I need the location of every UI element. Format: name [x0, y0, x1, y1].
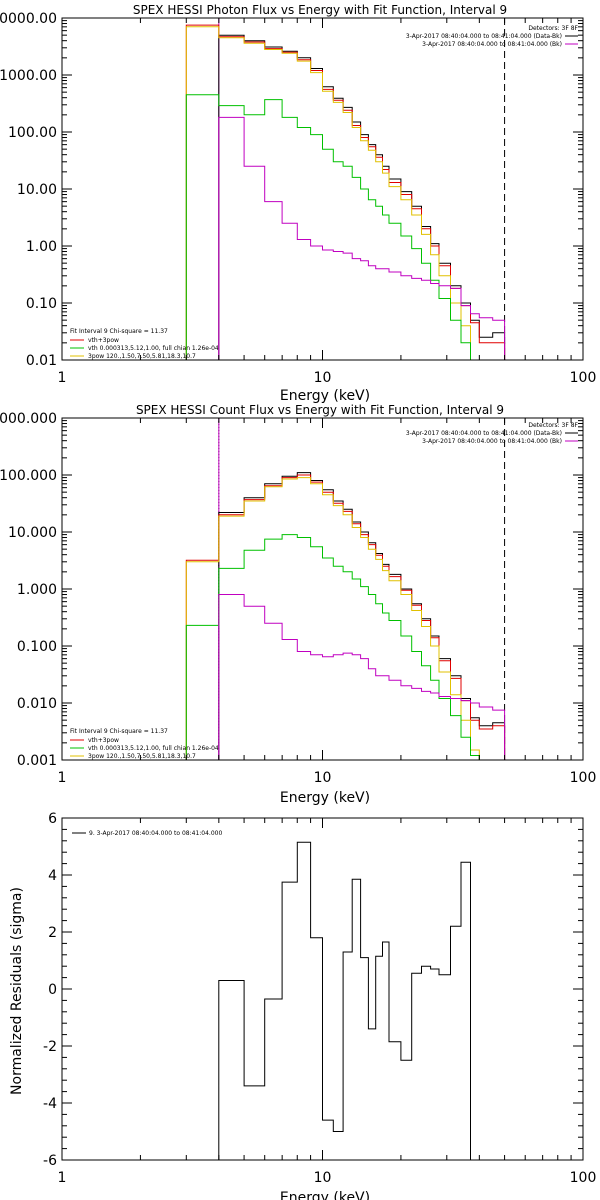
y-tick-label: 0.010 [17, 696, 57, 712]
plot-area [185, 418, 506, 760]
x-tick-label: 10 [314, 770, 332, 786]
fit-interval-label: Fit Interval 9 Chi-square = 11.37 [70, 328, 168, 335]
photon-flux-chart: SPEX HESSI Photon Flux vs Energy with Fi… [0, 3, 596, 404]
x-axis-label: Energy (keV) [280, 388, 370, 404]
legend-label-3pow: 3pow 120.,1.50,7.50,5.81,18.3,10.7 [88, 353, 196, 360]
series-line-2 [185, 26, 480, 360]
x-tick-label: 1 [58, 1170, 67, 1186]
legend-entry-data: 3-Apr-2017 08:40:04.000 to 08:41:04.000 … [406, 33, 562, 40]
x-tick-label: 1 [58, 770, 67, 786]
series-line-4 [218, 594, 506, 760]
y-tick-label: 1.000 [17, 582, 57, 598]
chart-title: SPEX HESSI Count Flux vs Energy with Fit… [136, 403, 504, 417]
y-tick-label: 1000.000 [0, 411, 57, 427]
legend-header: Detectors: 3F 8F [528, 25, 578, 32]
legend-label-vth: vth 0.000313,5.12,1.00, full chian 1.26e… [88, 745, 219, 752]
series-line-4 [218, 116, 506, 360]
plot-area [185, 18, 506, 360]
x-axis-label: Energy (keV) [280, 790, 370, 806]
legend-label-residuals: 9. 3-Apr-2017 08:40:04.000 to 08:41:04.0… [89, 830, 222, 837]
series-line-0 [218, 841, 471, 1160]
series-line-2 [185, 477, 480, 760]
x-tick-label: 100 [570, 370, 597, 386]
y-tick-label: 1000.00 [0, 68, 57, 84]
legend-left: Fit Interval 9 Chi-square = 11.37 vth+3p… [70, 728, 219, 760]
legend-entry-bk: 3-Apr-2017 08:40:04.000 to 08:41:04.000 … [422, 438, 562, 445]
y-tick-label: 10.00 [17, 182, 57, 198]
series-line-3 [185, 94, 480, 360]
y-tick-label: 2 [48, 925, 57, 941]
residuals-chart: 9. 3-Apr-2017 08:40:04.000 to 08:41:04.0… [9, 811, 596, 1200]
y-tick-label: -4 [43, 1096, 57, 1112]
chart-title: SPEX HESSI Photon Flux vs Energy with Fi… [133, 3, 507, 17]
legend-entry-bk: 3-Apr-2017 08:40:04.000 to 08:41:04.000 … [422, 41, 562, 48]
y-tick-label: 4 [48, 868, 57, 884]
y-tick-label: 0.100 [17, 639, 57, 655]
x-tick-label: 10 [314, 1170, 332, 1186]
y-tick-label: 6 [48, 811, 57, 827]
count-flux-chart: SPEX HESSI Count Flux vs Energy with Fit… [0, 403, 596, 806]
y-tick-label: -2 [43, 1039, 57, 1055]
y-tick-label: 10.000 [8, 525, 57, 541]
fit-interval-label: Fit Interval 9 Chi-square = 11.37 [70, 728, 168, 735]
legend-left: 9. 3-Apr-2017 08:40:04.000 to 08:41:04.0… [72, 830, 222, 837]
legend-header: Detectors: 3F 8F [528, 422, 578, 429]
legend-right: Detectors: 3F 8F 3-Apr-2017 08:40:04.000… [406, 422, 579, 445]
legend-label-total: vth+3pow [88, 337, 119, 344]
legend-label-total: vth+3pow [88, 737, 119, 744]
y-tick-label: 10000.00 [0, 11, 57, 27]
y-tick-label: 100.00 [8, 125, 57, 141]
legend-label-vth: vth 0.000313,5.12,1.00, full chian 1.26e… [88, 345, 219, 352]
y-tick-label: 100.000 [0, 468, 57, 484]
legend-entry-data: 3-Apr-2017 08:40:04.000 to 08:41:04.000 … [406, 430, 562, 437]
y-axis-label: Normalized Residuals (sigma) [9, 887, 25, 1095]
y-tick-label: 0.10 [26, 296, 57, 312]
y-tick-label: 0.001 [17, 753, 57, 769]
y-tick-label: -6 [43, 1153, 57, 1169]
x-axis-label: Energy (keV) [280, 1190, 370, 1200]
x-tick-label: 100 [570, 1170, 597, 1186]
legend-label-3pow: 3pow 120.,1.50,7.50,5.81,18.3,10.7 [88, 753, 196, 760]
y-tick-label: 1.00 [26, 239, 57, 255]
plot-area [218, 841, 471, 1160]
x-tick-label: 10 [314, 370, 332, 386]
series-line-3 [185, 534, 480, 760]
legend-right: Detectors: 3F 8F 3-Apr-2017 08:40:04.000… [406, 25, 579, 48]
x-tick-label: 1 [58, 370, 67, 386]
legend-left: Fit Interval 9 Chi-square = 11.37 vth+3p… [70, 328, 219, 360]
y-tick-label: 0.01 [26, 353, 57, 369]
y-tick-label: 0 [48, 982, 57, 998]
x-tick-label: 100 [570, 770, 597, 786]
